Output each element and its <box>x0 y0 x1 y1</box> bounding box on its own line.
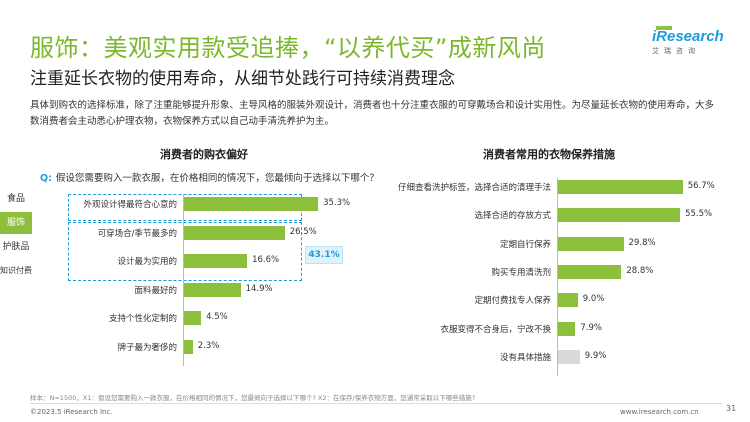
iresearch-logo: iResearch 艾瑞咨询 <box>652 26 732 60</box>
left-chart-bar <box>184 197 319 211</box>
logo-subtext: 艾瑞咨询 <box>652 47 700 55</box>
right-chart-bar <box>558 208 681 223</box>
tab-apparel[interactable]: 服饰 <box>0 212 32 234</box>
right-chart-value: 9.9% <box>584 350 607 361</box>
highlight-box-grouped <box>68 222 302 281</box>
grouped-share-callout: 43.1% <box>305 246 343 264</box>
footnote: 样本：N=1500，X1：假设您需要购入一款衣服，在价格相同的情况下，您最倾向于… <box>30 394 476 402</box>
right-chart-label: 仔细查看洗护标签，选择合适的清理手法 <box>397 183 551 193</box>
right-chart-bar <box>558 293 578 308</box>
right-chart-value: 28.8% <box>626 265 654 276</box>
right-chart-value: 9.0% <box>582 294 605 305</box>
page-title: 服饰：美观实用款受追捧，“以养代买”成新风尚 <box>30 34 546 62</box>
body-paragraph: 具体到购衣的选择标准，除了注重能够提升形象、主导风格的服装外观设计，消费者也十分… <box>30 100 715 127</box>
left-chart-value: 35.3% <box>323 198 351 208</box>
left-chart-label: 可穿场合/季节最多的 <box>97 228 177 239</box>
right-chart-label: 没有具体措施 <box>499 352 551 363</box>
logo-name: iResearch <box>652 28 724 45</box>
copyright: ©2023.5 iResearch Inc. <box>30 408 113 416</box>
website: www.iresearch.com.cn <box>620 408 699 416</box>
right-chart-value: 55.5% <box>685 209 713 220</box>
right-chart-bar <box>558 236 624 251</box>
left-chart-label: 支持个性化定制的 <box>108 314 177 324</box>
tab-paid-knowledge[interactable]: 知识付费 <box>0 266 32 275</box>
right-chart-title: 消费者常用的衣物保养措施 <box>483 148 615 161</box>
left-chart-value: 26.5% <box>289 226 317 237</box>
left-chart-value: 2.3% <box>197 340 220 351</box>
right-chart-label: 购买专用清洗剂 <box>491 267 551 278</box>
right-chart-value: 7.9% <box>580 322 602 333</box>
survey-question: Q: 假设您需要购入一款衣服，在价格相同的情况下，您最倾向于选择以下哪个？ <box>40 170 379 184</box>
right-chart-bar <box>558 264 622 279</box>
left-chart-axis <box>183 195 184 366</box>
tab-skincare[interactable]: 护肤品 <box>2 242 30 252</box>
left-chart-label: 外观设计得最符合心意的 <box>83 200 177 210</box>
left-chart-bar <box>184 311 202 325</box>
right-chart-label: 定期自行保养 <box>499 239 551 250</box>
tab-food[interactable]: 食品 <box>6 194 25 204</box>
left-chart-label: 牌子最为奢侈的 <box>117 342 177 353</box>
page-subtitle: 注重延长衣物的使用寿命，从细节处践行可持续消费理念 <box>30 69 455 89</box>
left-chart-value: 16.6% <box>252 255 280 265</box>
logo-accent-bar <box>656 26 672 30</box>
left-chart-bar <box>184 339 193 354</box>
right-chart-value: 29.8% <box>628 237 656 248</box>
left-chart-bar <box>184 254 248 268</box>
left-chart-title: 消费者的购衣偏好 <box>160 148 248 161</box>
question-text: 假设您需要购入一款衣服，在价格相同的情况下，您最倾向于选择以下哪个？ <box>55 173 379 184</box>
right-chart-label: 定期付费找专人保养 <box>474 296 551 307</box>
right-chart-bar <box>558 180 683 194</box>
right-chart-label: 选择合适的存放方式 <box>474 211 551 222</box>
footer-divider <box>30 403 722 404</box>
category-tabs: 食品 服饰 护肤品 知识付费 <box>0 188 32 284</box>
right-chart-axis <box>557 178 558 377</box>
right-chart-bar <box>558 321 576 336</box>
right-chart-label: 衣服变得不合身后，宁改不换 <box>440 324 551 335</box>
left-chart-label: 面料最好的 <box>134 285 177 296</box>
left-chart-value: 14.9% <box>245 283 273 294</box>
question-label: Q: <box>40 173 52 184</box>
left-chart-label: 设计最为实用的 <box>117 257 177 267</box>
right-chart-bar <box>558 349 580 364</box>
left-chart-bar <box>184 282 241 297</box>
right-chart-value: 56.7% <box>687 181 715 191</box>
page-number: 31 <box>726 404 737 413</box>
left-chart-value: 4.5% <box>206 312 228 322</box>
left-chart-bar <box>184 225 285 240</box>
